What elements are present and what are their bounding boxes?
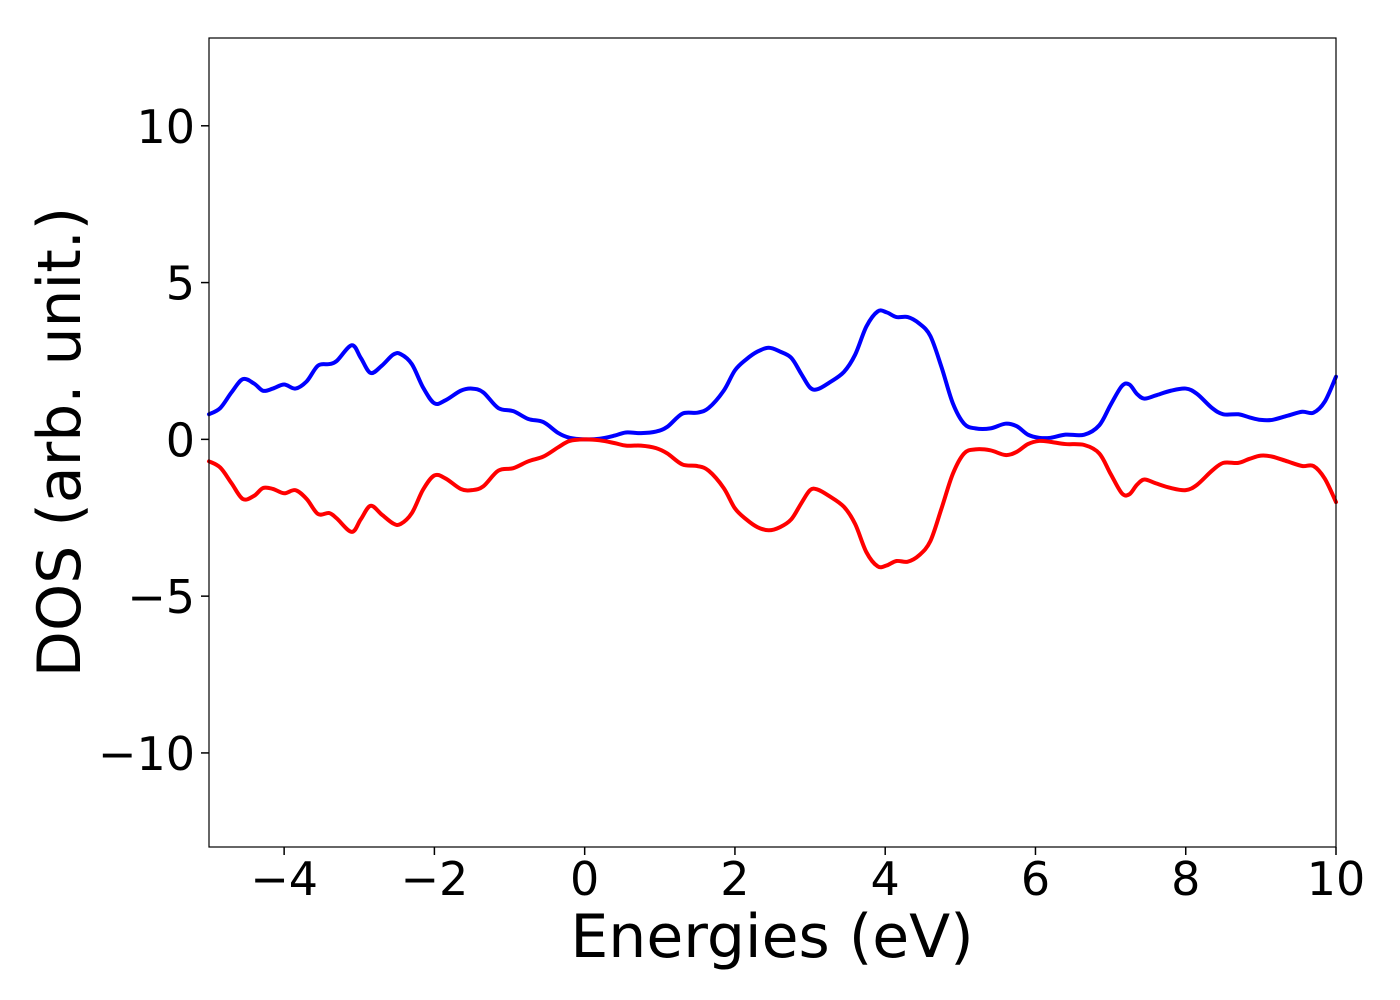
dos-spin-up-line bbox=[207, 308, 1338, 442]
x-axis-ticks: −4 −2 0 2 4 6 8 10 bbox=[250, 847, 1365, 906]
x-tick-label: 10 bbox=[1307, 852, 1366, 906]
x-tick-label: 0 bbox=[570, 852, 599, 906]
x-tick-label: 4 bbox=[871, 852, 900, 906]
y-tick-label: −10 bbox=[98, 727, 195, 781]
dos-spin-down-line bbox=[207, 437, 1338, 570]
y-tick-label: 5 bbox=[166, 257, 195, 311]
x-tick-label: −4 bbox=[250, 852, 318, 906]
y-tick-label: −5 bbox=[127, 570, 195, 624]
y-axis-title: DOS (arb. unit.) bbox=[25, 207, 95, 677]
x-tick-label: −2 bbox=[400, 852, 468, 906]
x-axis-title: Energies (eV) bbox=[570, 902, 973, 972]
y-tick-label: 10 bbox=[136, 100, 195, 154]
y-tick-label: 0 bbox=[166, 413, 195, 467]
x-tick-label: 6 bbox=[1021, 852, 1050, 906]
y-axis-ticks: −10 −5 0 5 10 bbox=[98, 100, 209, 781]
axes-frame bbox=[208, 37, 1337, 848]
x-tick-label: 8 bbox=[1171, 852, 1200, 906]
x-tick-label: 2 bbox=[720, 852, 749, 906]
plot-series bbox=[207, 308, 1338, 570]
